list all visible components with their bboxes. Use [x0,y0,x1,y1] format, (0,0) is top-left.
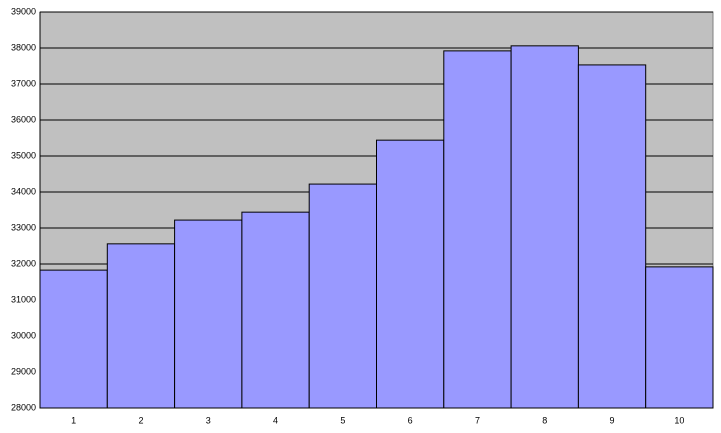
x-tick-label: 6 [408,415,413,425]
y-tick-label: 30000 [11,330,36,340]
y-tick-label: 34000 [11,186,36,196]
x-tick-label: 7 [475,415,480,425]
x-tick-label: 2 [138,415,143,425]
y-tick-label: 33000 [11,222,36,232]
bar [174,219,243,409]
x-tick-label: 1 [71,415,76,425]
y-tick-label: 29000 [11,366,36,376]
x-tick-label: 9 [610,415,615,425]
y-tick-label: 37000 [11,78,36,88]
x-tick-label: 10 [674,415,684,425]
bar [376,139,445,409]
bar [39,269,108,409]
bar [308,183,378,409]
x-tick-label: 8 [542,415,547,425]
y-tick-label: 31000 [11,294,36,304]
bar [443,50,512,409]
bar [241,211,310,409]
bar [510,45,579,409]
y-tick-label: 36000 [11,114,36,124]
y-tick-label: 28000 [11,402,36,412]
bar [577,64,647,409]
y-tick-label: 35000 [11,150,36,160]
x-tick-label: 5 [340,415,345,425]
y-tick-label: 38000 [11,42,36,52]
y-tick-label: 32000 [11,258,36,268]
y-tick-label: 39000 [11,6,36,16]
x-tick-label: 3 [206,415,211,425]
bar [645,266,714,409]
x-tick-label: 4 [273,415,278,425]
bar [106,243,176,409]
